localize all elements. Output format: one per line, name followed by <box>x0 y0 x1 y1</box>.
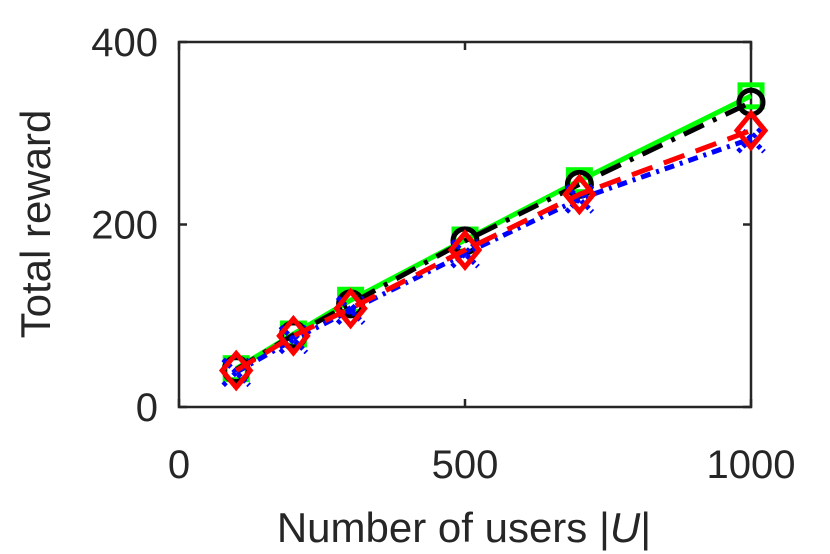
data-point-diamond <box>276 314 311 357</box>
x-tick-label: 500 <box>432 443 499 487</box>
data-point-diamond <box>733 109 769 152</box>
y-tick-label: 400 <box>91 21 158 65</box>
x-tick-label: 0 <box>168 443 190 487</box>
y-tick-label: 200 <box>91 204 158 248</box>
x-axis-label: Number of users |U| <box>277 504 651 551</box>
series-layer <box>218 82 769 392</box>
tick-marks <box>177 40 753 409</box>
tick-labels: 0 500 1000 0 200 400 <box>91 21 795 487</box>
y-tick-label: 0 <box>136 386 158 430</box>
data-point-diamond <box>218 349 254 392</box>
data-point-diamond <box>333 287 368 330</box>
series-line <box>234 136 752 375</box>
series-diamond <box>218 109 769 392</box>
data-point-diamond <box>447 229 483 271</box>
x-tick-label: 1000 <box>707 443 796 487</box>
data-point-diamond <box>562 173 597 216</box>
data-point-x <box>736 123 766 154</box>
y-axis-label: Total reward <box>12 110 59 339</box>
